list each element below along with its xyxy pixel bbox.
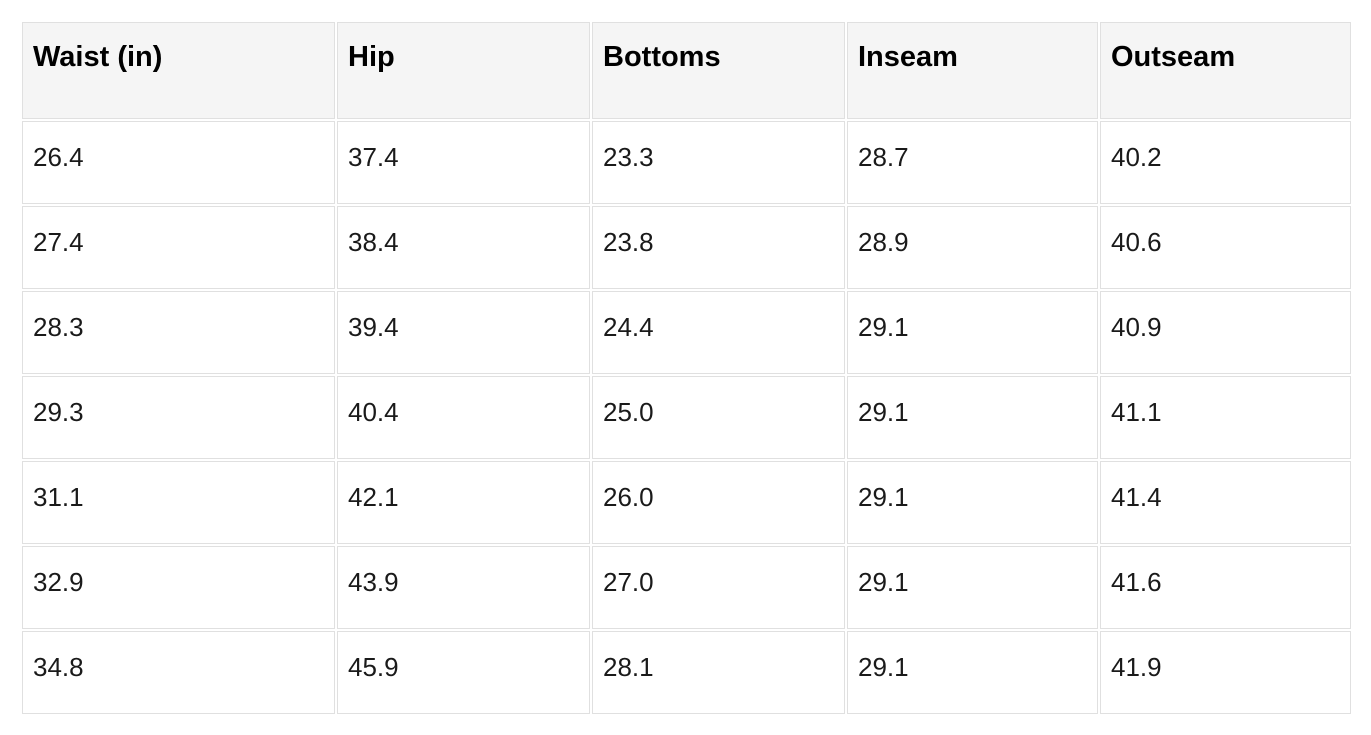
table-cell: 41.4 <box>1100 461 1351 544</box>
table-cell: 27.0 <box>592 546 845 629</box>
table-cell: 29.1 <box>847 461 1098 544</box>
table-cell: 28.9 <box>847 206 1098 289</box>
table-cell: 41.6 <box>1100 546 1351 629</box>
table-cell: 41.9 <box>1100 631 1351 714</box>
size-chart-table: Waist (in) Hip Bottoms Inseam Outseam 26… <box>20 20 1353 716</box>
table-cell: 41.1 <box>1100 376 1351 459</box>
table-row: 29.3 40.4 25.0 29.1 41.1 <box>22 376 1351 459</box>
table-cell: 38.4 <box>337 206 590 289</box>
table-body: 26.4 37.4 23.3 28.7 40.2 27.4 38.4 23.8 28.9 40.6… <box>22 121 1351 714</box>
table-cell: 43.9 <box>337 546 590 629</box>
table-cell: 26.4 <box>22 121 335 204</box>
column-header-outseam: Outseam <box>1100 22 1351 119</box>
column-header-inseam: Inseam <box>847 22 1098 119</box>
table-cell: 29.1 <box>847 291 1098 374</box>
table-cell: 45.9 <box>337 631 590 714</box>
table-row: 34.8 45.9 28.1 29.1 41.9 <box>22 631 1351 714</box>
table-cell: 34.8 <box>22 631 335 714</box>
table-cell: 42.1 <box>337 461 590 544</box>
table-cell: 31.1 <box>22 461 335 544</box>
table-cell: 40.2 <box>1100 121 1351 204</box>
table-cell: 37.4 <box>337 121 590 204</box>
table-row: 32.9 43.9 27.0 29.1 41.6 <box>22 546 1351 629</box>
table-row: 31.1 42.1 26.0 29.1 41.4 <box>22 461 1351 544</box>
table-cell: 28.3 <box>22 291 335 374</box>
table-row: 27.4 38.4 23.8 28.9 40.6 <box>22 206 1351 289</box>
table-cell: 40.6 <box>1100 206 1351 289</box>
table-cell: 25.0 <box>592 376 845 459</box>
table-cell: 29.1 <box>847 546 1098 629</box>
table-cell: 26.0 <box>592 461 845 544</box>
table-row: 28.3 39.4 24.4 29.1 40.9 <box>22 291 1351 374</box>
table-cell: 40.9 <box>1100 291 1351 374</box>
table-cell: 23.8 <box>592 206 845 289</box>
column-header-waist: Waist (in) <box>22 22 335 119</box>
column-header-bottoms: Bottoms <box>592 22 845 119</box>
table-cell: 29.1 <box>847 376 1098 459</box>
table-cell: 28.1 <box>592 631 845 714</box>
table-cell: 24.4 <box>592 291 845 374</box>
table-cell: 29.1 <box>847 631 1098 714</box>
table-cell: 40.4 <box>337 376 590 459</box>
table-cell: 32.9 <box>22 546 335 629</box>
column-header-hip: Hip <box>337 22 590 119</box>
table-cell: 23.3 <box>592 121 845 204</box>
table-header-row: Waist (in) Hip Bottoms Inseam Outseam <box>22 22 1351 119</box>
table-cell: 29.3 <box>22 376 335 459</box>
table-cell: 39.4 <box>337 291 590 374</box>
table-cell: 27.4 <box>22 206 335 289</box>
table-row: 26.4 37.4 23.3 28.7 40.2 <box>22 121 1351 204</box>
table-cell: 28.7 <box>847 121 1098 204</box>
